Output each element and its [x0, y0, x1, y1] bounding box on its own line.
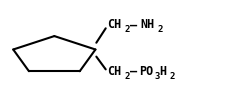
Text: CH: CH [107, 65, 122, 78]
Text: 3: 3 [154, 71, 160, 81]
Text: CH: CH [107, 18, 122, 32]
Text: PO: PO [139, 65, 153, 78]
Text: H: H [159, 65, 166, 78]
Text: 2: 2 [169, 71, 175, 81]
Text: 2: 2 [124, 71, 130, 81]
Text: NH: NH [141, 18, 155, 32]
Text: 2: 2 [124, 25, 130, 34]
Text: —: — [130, 65, 137, 78]
Text: 2: 2 [158, 25, 163, 34]
Text: —: — [130, 18, 137, 32]
